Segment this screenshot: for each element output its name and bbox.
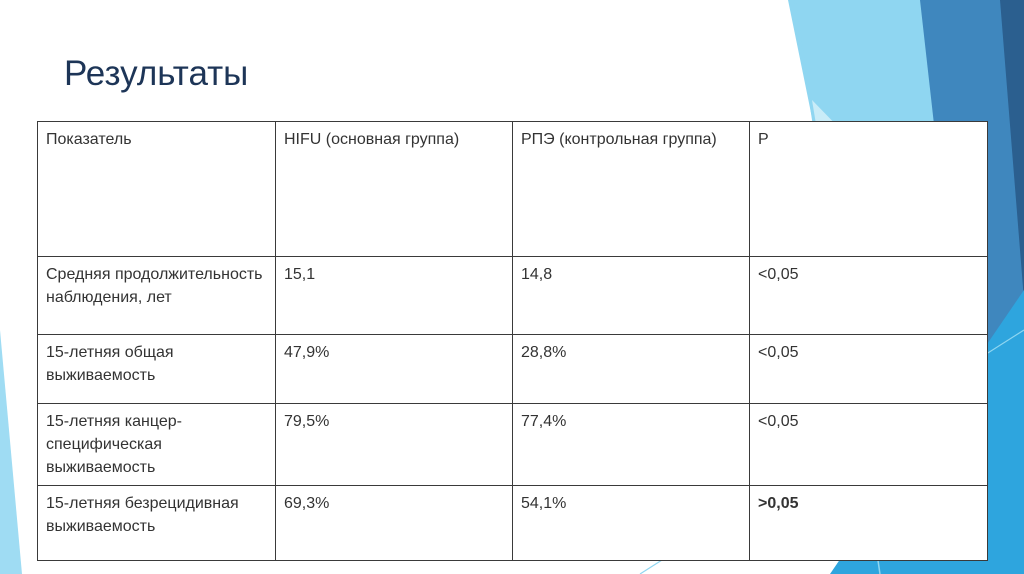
table-cell: 28,8%	[512, 334, 750, 404]
table-cell: <0,05	[749, 256, 988, 335]
table-cell: 15,1	[275, 256, 513, 335]
table-cell: 77,4%	[512, 403, 750, 486]
table-cell: 15-летняя канцер-специфическая выживаемо…	[37, 403, 276, 486]
table-row: Средняя продолжительность наблюдения, ле…	[37, 256, 988, 335]
header-row: Показатель HIFU (основная группа) РПЭ (кон…	[37, 121, 988, 257]
table-cell: <0,05	[749, 403, 988, 486]
header-cell: Показатель	[37, 121, 276, 257]
table-cell: 14,8	[512, 256, 750, 335]
table-cell: <0,05	[749, 334, 988, 404]
results-table: Показатель HIFU (основная группа) РПЭ (кон…	[37, 121, 988, 561]
table-cell: 47,9%	[275, 334, 513, 404]
table-cell: 54,1%	[512, 485, 750, 561]
table-row: 15-летняя канцер-специфическая выживаемо…	[37, 403, 988, 486]
table-body: Показатель HIFU (основная группа) РПЭ (кон…	[37, 121, 988, 561]
table-row: 15-летняя безрецидивная выживаемость 69,3…	[37, 485, 988, 561]
slide-title: Результаты	[64, 54, 249, 93]
table-cell: >0,05	[749, 485, 988, 561]
table-cell: 15-летняя общая выживаемость	[37, 334, 276, 404]
table-cell: 69,3%	[275, 485, 513, 561]
header-cell: РПЭ (контрольная группа)	[512, 121, 750, 257]
decor-dark	[1000, 0, 1024, 300]
header-cell: HIFU (основная группа)	[275, 121, 513, 257]
table-cell: 79,5%	[275, 403, 513, 486]
table-row: 15-летняя общая выживаемость 47,9% 28,8% <0…	[37, 334, 988, 404]
decor-left	[0, 330, 22, 574]
header-cell: P	[749, 121, 988, 257]
table-cell: 15-летняя безрецидивная выживаемость	[37, 485, 276, 561]
table-cell: Средняя продолжительность наблюдения, ле…	[37, 256, 276, 335]
